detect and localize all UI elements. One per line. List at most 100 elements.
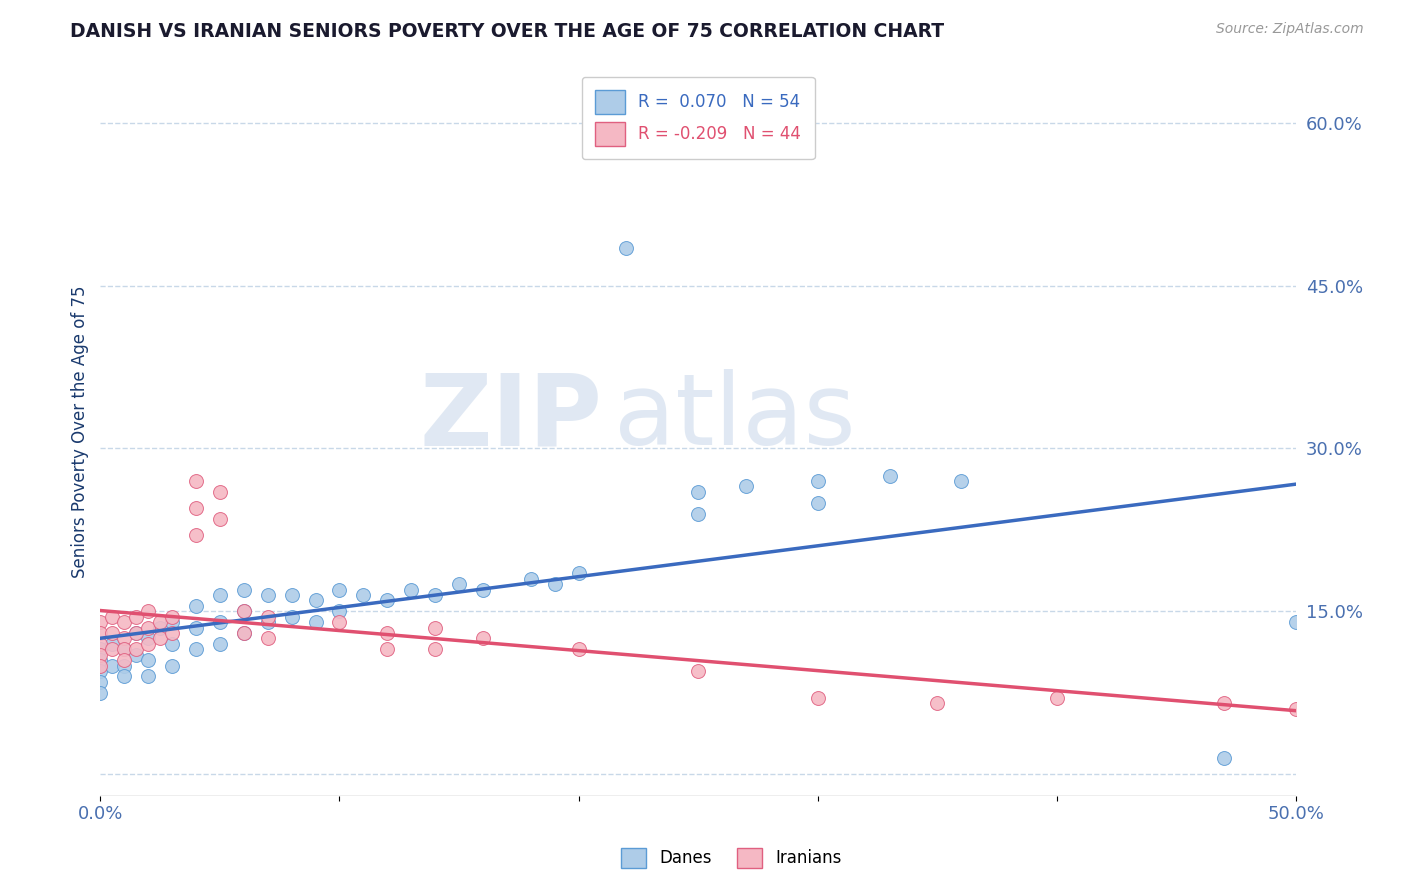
Point: [89, 686, 111, 700]
Point: [280, 588, 302, 602]
Point: [89, 637, 111, 651]
Point: [125, 626, 148, 640]
Point: [160, 609, 183, 624]
Point: [136, 653, 159, 667]
Point: [208, 615, 231, 629]
Point: [807, 496, 830, 510]
Point: [807, 691, 830, 706]
Point: [256, 615, 278, 629]
Point: [101, 637, 124, 651]
Point: [1285, 615, 1308, 629]
Point: [208, 512, 231, 526]
Point: [208, 588, 231, 602]
Point: [149, 615, 172, 629]
Point: [472, 582, 495, 597]
Point: [89, 626, 111, 640]
Point: [879, 468, 901, 483]
Point: [208, 637, 231, 651]
Point: [160, 658, 183, 673]
Point: [112, 642, 135, 657]
Point: [423, 588, 446, 602]
Point: [89, 658, 111, 673]
Point: [950, 474, 973, 488]
Point: [568, 642, 591, 657]
Point: [89, 653, 111, 667]
Point: [136, 632, 159, 646]
Text: ZIP: ZIP: [419, 369, 603, 467]
Point: [125, 642, 148, 657]
Point: [616, 241, 638, 255]
Point: [232, 626, 254, 640]
Point: [544, 577, 567, 591]
Point: [160, 626, 183, 640]
Point: [256, 588, 278, 602]
Point: [136, 669, 159, 683]
Point: [304, 615, 326, 629]
Point: [447, 577, 470, 591]
Point: [520, 572, 543, 586]
Point: [232, 604, 254, 618]
Point: [184, 599, 207, 613]
Y-axis label: Seniors Poverty Over the Age of 75: Seniors Poverty Over the Age of 75: [72, 286, 89, 578]
Legend: R =  0.070   N = 54, R = -0.209   N = 44: R = 0.070 N = 54, R = -0.209 N = 44: [582, 77, 814, 159]
Point: [89, 642, 111, 657]
Point: [112, 658, 135, 673]
Point: [735, 479, 758, 493]
Point: [256, 632, 278, 646]
Point: [208, 484, 231, 499]
Point: [149, 620, 172, 634]
Point: [112, 642, 135, 657]
Point: [112, 669, 135, 683]
Point: [101, 658, 124, 673]
Point: [232, 582, 254, 597]
Point: [101, 642, 124, 657]
Point: [423, 642, 446, 657]
Point: [89, 615, 111, 629]
Point: [1046, 691, 1069, 706]
Point: [688, 507, 710, 521]
Point: [399, 582, 422, 597]
Point: [101, 609, 124, 624]
Point: [136, 637, 159, 651]
Point: [184, 528, 207, 542]
Point: [375, 626, 398, 640]
Point: [1213, 697, 1236, 711]
Point: [1285, 702, 1308, 716]
Point: [375, 642, 398, 657]
Point: [184, 620, 207, 634]
Point: [568, 566, 591, 581]
Point: [125, 648, 148, 662]
Point: [112, 632, 135, 646]
Point: [328, 604, 350, 618]
Point: [184, 501, 207, 516]
Point: [136, 604, 159, 618]
Point: [423, 620, 446, 634]
Point: [89, 674, 111, 689]
Point: [352, 588, 374, 602]
Point: [89, 664, 111, 678]
Point: [232, 626, 254, 640]
Point: [304, 593, 326, 607]
Point: [232, 604, 254, 618]
Point: [472, 632, 495, 646]
Point: [125, 609, 148, 624]
Point: [160, 637, 183, 651]
Point: [688, 664, 710, 678]
Point: [112, 653, 135, 667]
Point: [807, 474, 830, 488]
Text: Source: ZipAtlas.com: Source: ZipAtlas.com: [1216, 22, 1364, 37]
Point: [256, 609, 278, 624]
Point: [1213, 751, 1236, 765]
Point: [125, 626, 148, 640]
Point: [688, 484, 710, 499]
Point: [184, 642, 207, 657]
Point: [375, 593, 398, 607]
Point: [328, 615, 350, 629]
Point: [89, 648, 111, 662]
Text: DANISH VS IRANIAN SENIORS POVERTY OVER THE AGE OF 75 CORRELATION CHART: DANISH VS IRANIAN SENIORS POVERTY OVER T…: [70, 22, 945, 41]
Legend: Danes, Iranians: Danes, Iranians: [614, 841, 848, 875]
Point: [136, 620, 159, 634]
Point: [101, 626, 124, 640]
Text: atlas: atlas: [614, 369, 856, 467]
Point: [280, 609, 302, 624]
